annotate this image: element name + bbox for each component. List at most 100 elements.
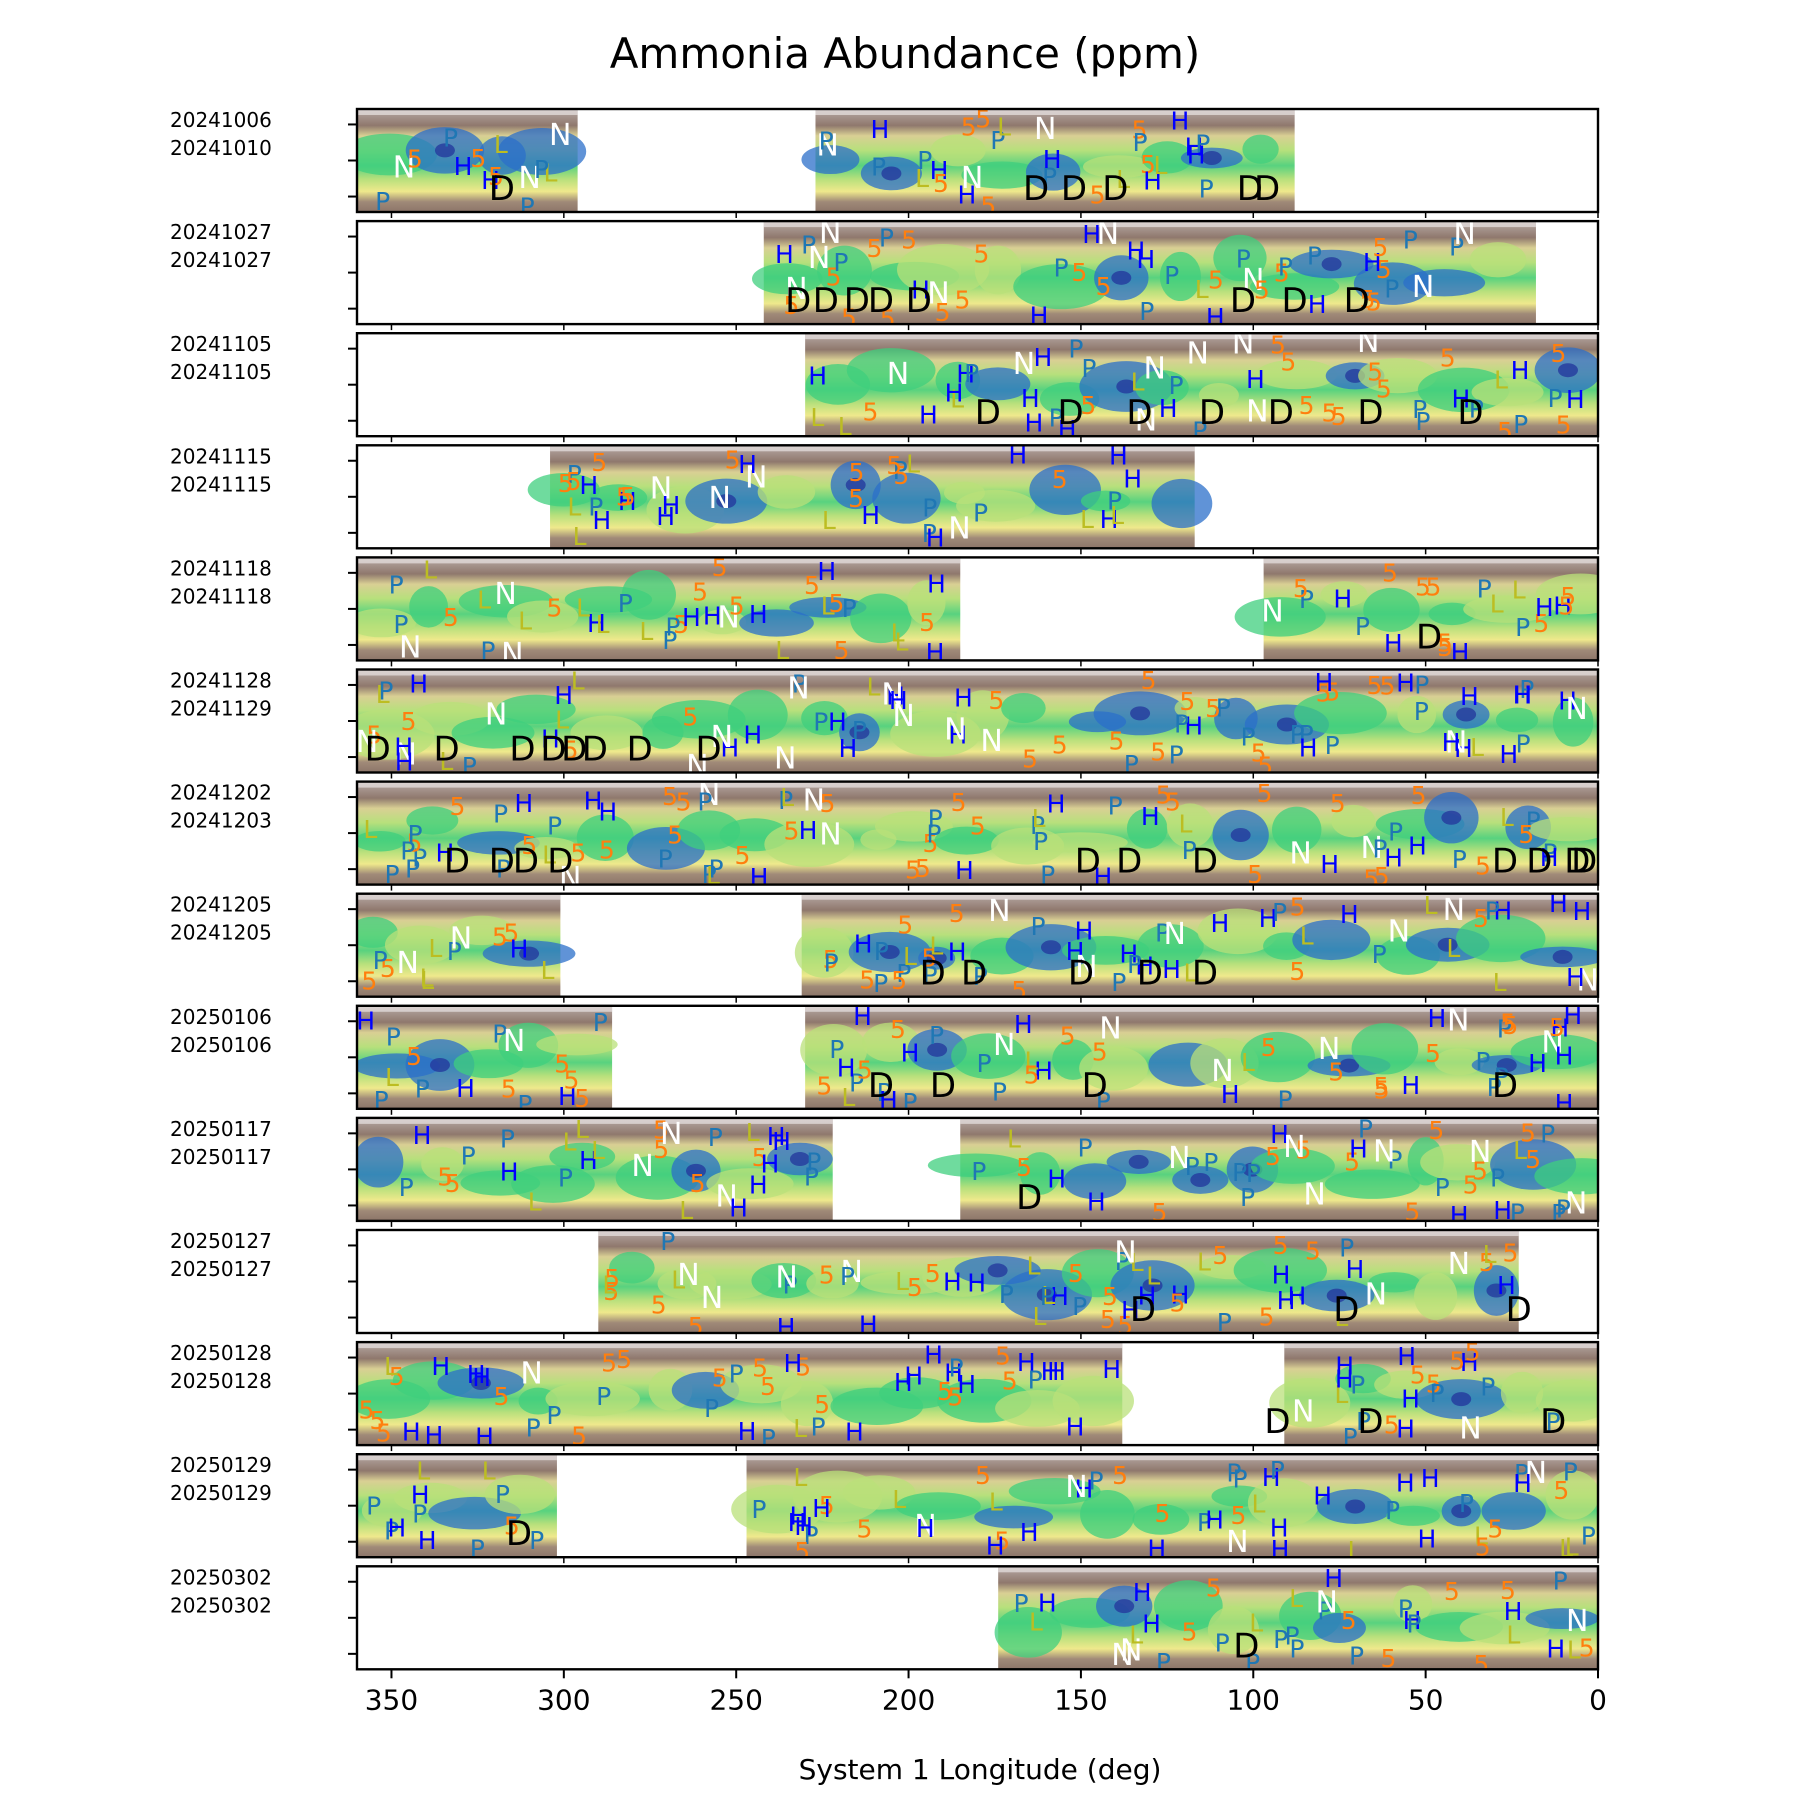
marker-five: 5: [1425, 573, 1441, 602]
marker-n: N: [1388, 914, 1410, 949]
panel-date-end: 20250106: [170, 1033, 272, 1057]
marker-p: P: [526, 1413, 541, 1442]
marker-p: P: [1215, 1629, 1230, 1658]
chart-title: Ammonia Abundance (ppm): [610, 29, 1201, 78]
marker-h: H: [894, 1368, 913, 1397]
marker-l: L: [571, 667, 585, 696]
marker-n: N: [503, 1024, 525, 1059]
marker-five: 5: [1259, 1302, 1275, 1331]
marker-five: 5: [891, 966, 907, 995]
marker-five: 5: [662, 782, 678, 811]
marker-h: H: [967, 1269, 986, 1298]
marker-p: P: [751, 1495, 766, 1524]
marker-p: P: [1412, 395, 1427, 424]
marker-l: L: [567, 493, 581, 522]
marker-p: P: [1270, 1456, 1285, 1485]
marker-h: H: [1262, 1463, 1281, 1492]
marker-five: 5: [1533, 609, 1549, 638]
marker-d: D: [627, 730, 653, 770]
marker-l: L: [822, 506, 836, 535]
marker-p: P: [871, 152, 886, 181]
marker-five: 5: [795, 1352, 811, 1381]
marker-h: H: [618, 487, 637, 516]
marker-five: 5: [951, 788, 967, 817]
marker-p: P: [804, 1521, 819, 1550]
marker-five: 5: [620, 482, 636, 511]
marker-p: P: [708, 1123, 723, 1152]
marker-h: H: [1451, 638, 1470, 667]
marker-five: 5: [725, 446, 741, 475]
marker-five: 5: [1374, 862, 1390, 891]
marker-five: 5: [783, 291, 799, 320]
marker-l: L: [1131, 367, 1145, 396]
marker-d: D: [868, 1066, 894, 1106]
marker-h: H: [1121, 1296, 1140, 1325]
marker-h: H: [861, 501, 880, 530]
marker-p: P: [665, 612, 680, 641]
marker-p: P: [1107, 486, 1122, 515]
marker-h: H: [454, 152, 473, 181]
marker-l: L: [1197, 1248, 1211, 1277]
marker-five: 5: [1273, 1231, 1289, 1260]
marker-n: N: [1242, 263, 1264, 298]
marker-five: 5: [1376, 255, 1392, 284]
marker-h: H: [435, 839, 454, 868]
marker-five: 5: [546, 593, 562, 622]
marker-five: 5: [1131, 116, 1147, 145]
marker-h: H: [1403, 1606, 1422, 1635]
marker-n: N: [1164, 917, 1186, 952]
marker-five: 5: [1052, 465, 1068, 494]
marker-h: H: [1442, 728, 1461, 757]
marker-p: P: [874, 937, 889, 966]
marker-five: 5: [905, 855, 921, 884]
marker-p: P: [660, 1227, 675, 1256]
marker-n: N: [775, 1261, 797, 1296]
marker-five: 5: [921, 944, 937, 973]
marker-h: H: [817, 557, 836, 586]
marker-five: 5: [1270, 330, 1286, 359]
marker-five: 5: [975, 105, 991, 134]
marker-five: 5: [1080, 391, 1096, 420]
marker-p: P: [804, 1163, 819, 1192]
marker-h: H: [1100, 505, 1119, 534]
marker-five: 5: [1553, 1476, 1569, 1505]
marker-five: 5: [1231, 1501, 1247, 1530]
marker-five: 5: [1366, 287, 1382, 316]
marker-l: L: [1474, 1521, 1488, 1550]
marker-p: P: [1429, 1379, 1444, 1408]
marker-n: N: [840, 1255, 862, 1290]
panel-date-start: 20250129: [170, 1453, 272, 1477]
marker-p: P: [470, 1535, 485, 1564]
marker-l: L: [1183, 959, 1197, 988]
marker-five: 5: [1551, 339, 1567, 368]
marker-five: 5: [1520, 1118, 1536, 1147]
marker-h: H: [729, 1194, 748, 1223]
marker-five: 5: [571, 1422, 587, 1451]
marker-n: N: [450, 921, 472, 956]
marker-n: N: [709, 481, 731, 516]
marker-h: H: [579, 1146, 598, 1175]
marker-five: 5: [1206, 1574, 1222, 1603]
x-axis-label: System 1 Longitude (deg): [799, 1753, 1162, 1786]
marker-h: H: [1024, 409, 1043, 438]
panel-date-end: 20250127: [170, 1257, 272, 1281]
marker-d: D: [1230, 281, 1256, 321]
marker-l: L: [895, 1267, 909, 1296]
marker-p: P: [393, 610, 408, 639]
marker-h: H: [1418, 1524, 1437, 1553]
marker-p: P: [1197, 1508, 1212, 1537]
marker-h: H: [743, 721, 762, 750]
marker-p: P: [1031, 912, 1046, 941]
marker-p: P: [922, 493, 937, 522]
marker-h: H: [1396, 1468, 1415, 1497]
marker-l: L: [1490, 589, 1504, 618]
marker-p: P: [833, 248, 848, 277]
marker-h: H: [1075, 1475, 1094, 1504]
marker-p: P: [1515, 613, 1530, 642]
marker-h: H: [1171, 1280, 1190, 1309]
marker-l: L: [706, 861, 720, 890]
marker-p: P: [500, 1125, 515, 1154]
